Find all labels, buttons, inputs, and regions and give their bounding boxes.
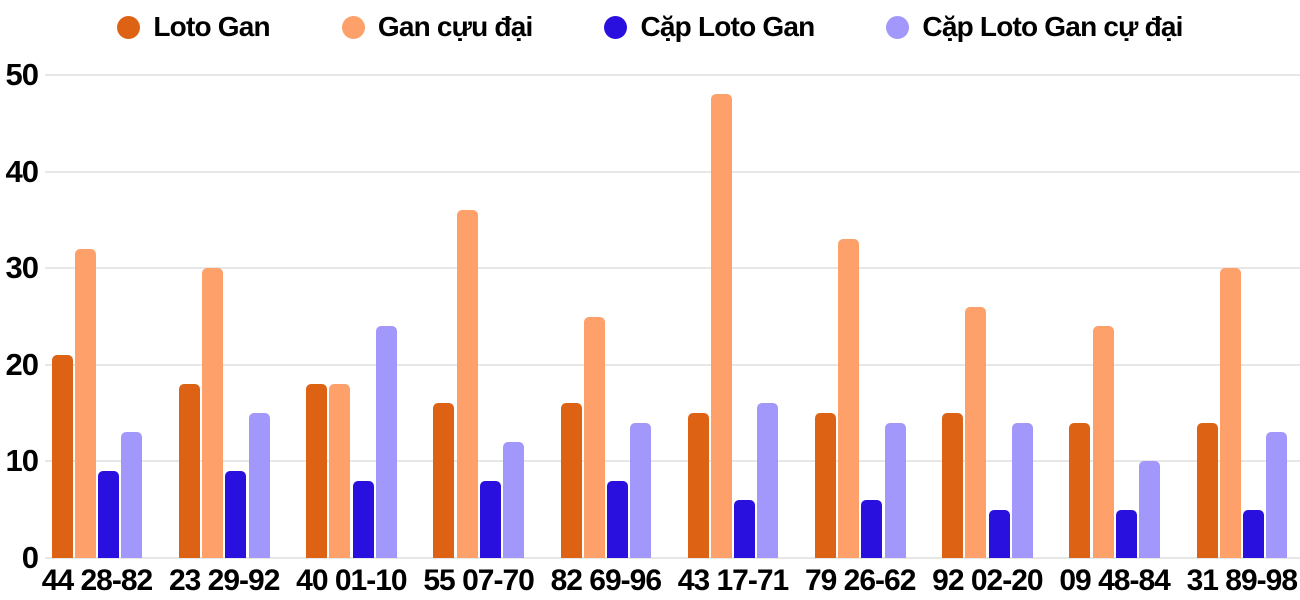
x-axis-label: 79 26-62 <box>804 564 916 597</box>
legend-swatch-icon <box>604 15 628 39</box>
gridline <box>45 74 1300 76</box>
bar[interactable] <box>965 306 987 558</box>
bar[interactable] <box>861 500 883 558</box>
y-tick-label: 20 <box>5 346 39 382</box>
bar[interactable] <box>202 268 224 558</box>
x-axis-label: 92 02-20 <box>932 564 1043 597</box>
bar[interactable] <box>687 413 709 558</box>
bar[interactable] <box>710 94 732 558</box>
legend-label: Gan cựu đại <box>377 11 533 42</box>
legend-swatch-icon <box>117 15 141 39</box>
x-axis-label: 55 07-70 <box>423 564 534 597</box>
bar[interactable] <box>884 422 906 558</box>
bar[interactable] <box>121 432 143 558</box>
gridline <box>45 170 1300 173</box>
bar[interactable] <box>583 316 605 558</box>
legend-item[interactable]: Gan cựu đại <box>341 11 533 43</box>
bar[interactable] <box>942 413 964 558</box>
bar[interactable] <box>1115 509 1137 558</box>
gridline <box>45 460 1300 463</box>
x-axis-label: 82 69-96 <box>550 564 662 597</box>
gridline <box>45 557 1300 559</box>
legend-item[interactable]: Cặp Loto Gan cự đại <box>886 11 1183 43</box>
bar[interactable] <box>560 403 582 558</box>
bar[interactable] <box>1219 268 1241 558</box>
gridline <box>45 363 1300 366</box>
legend-label: Cặp Loto Gan <box>640 11 815 42</box>
legend-item[interactable]: Cặp Loto Gan <box>604 11 815 43</box>
bar[interactable] <box>329 384 351 558</box>
bar[interactable] <box>502 442 524 558</box>
bar[interactable] <box>479 480 501 558</box>
legend-swatch-icon <box>886 15 910 39</box>
bar[interactable] <box>630 422 652 558</box>
y-tick-label: 30 <box>5 250 39 286</box>
bar[interactable] <box>225 471 247 558</box>
x-axis-label: 43 17-71 <box>677 564 789 597</box>
legend-swatch-icon <box>341 15 365 39</box>
legend-item[interactable]: Loto Gan <box>117 11 271 43</box>
bar[interactable] <box>51 355 73 558</box>
bar[interactable] <box>433 403 455 558</box>
bar[interactable] <box>456 210 478 558</box>
bar[interactable] <box>352 480 374 558</box>
bar[interactable] <box>1011 422 1033 558</box>
x-axis-label: 09 48-84 <box>1059 564 1170 597</box>
chart-legend: Loto Gan Gan cựu đại Cặp Loto Gan Cặp Loto … <box>0 6 1300 48</box>
bar[interactable] <box>814 413 836 558</box>
bar[interactable] <box>306 384 328 558</box>
y-tick-label: 50 <box>5 57 39 92</box>
bar[interactable] <box>1266 432 1288 558</box>
bar[interactable] <box>178 384 200 558</box>
bar[interactable] <box>606 480 628 558</box>
bar[interactable] <box>74 248 96 558</box>
bar[interactable] <box>1138 461 1160 558</box>
legend-label: Cặp Loto Gan cự đại <box>922 11 1183 42</box>
x-axis-label: 31 89-98 <box>1186 564 1298 597</box>
bar[interactable] <box>248 413 270 558</box>
legend-label: Loto Gan <box>153 11 270 42</box>
bar[interactable] <box>1092 326 1114 558</box>
bar[interactable] <box>734 500 756 558</box>
y-tick-label: 0 <box>21 540 39 575</box>
gridline <box>45 267 1300 270</box>
x-axis-label: 44 28-82 <box>41 564 153 597</box>
bar[interactable] <box>988 509 1010 558</box>
bar[interactable] <box>757 403 779 558</box>
x-axis-label: 23 29-92 <box>168 564 280 597</box>
bar[interactable] <box>1196 422 1218 558</box>
bar[interactable] <box>375 326 397 558</box>
bar[interactable] <box>98 471 120 558</box>
bar[interactable] <box>1069 422 1091 558</box>
bar[interactable] <box>838 239 860 558</box>
x-axis-label: 40 01-10 <box>296 564 407 597</box>
bar[interactable] <box>1242 509 1264 558</box>
y-tick-label: 40 <box>5 153 39 189</box>
y-tick-label: 10 <box>5 443 39 479</box>
